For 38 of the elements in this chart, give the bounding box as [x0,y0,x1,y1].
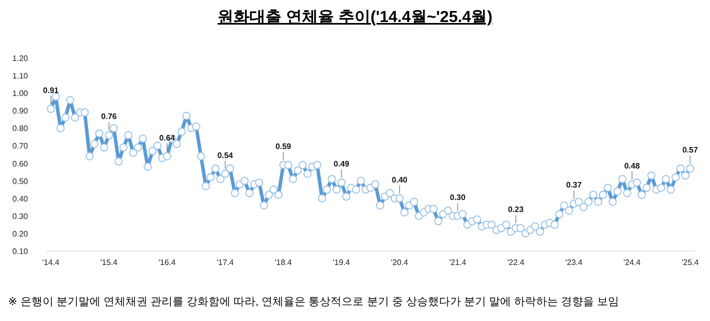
annotation: 0.76 [101,112,118,122]
annotation: 0.64 [159,133,176,142]
y-tick-label: 1.20 [12,54,29,63]
y-tick-label: 0.60 [12,159,29,168]
annotation: 0.40 [392,175,408,184]
x-tick-label: '21.4 [449,258,467,267]
y-tick-label: 0.70 [12,142,29,151]
y-tick-label: 0.20 [12,229,29,238]
y-tick-label: 0.50 [12,176,29,186]
x-tick-label: '19.4 [332,258,351,267]
annotation: 0.23 [508,205,524,214]
x-tick-label: '22.4 [507,258,525,267]
annotation: 0.30 [450,192,466,202]
annotation: 0.59 [276,142,292,152]
y-tick-label: 0.90 [12,106,29,116]
annotation: 0.54 [217,150,234,160]
x-tick-label: '14.4 [42,258,60,267]
x-tick-label: '25.4 [682,258,700,267]
x-tick-label: '15.4 [100,258,118,267]
x-tick-label: '16.4 [158,258,176,267]
y-tick-label: 0.40 [12,194,29,204]
annotation: 0.48 [624,161,640,170]
x-tick-label: '17.4 [216,258,234,267]
y-tick-label: 0.30 [12,212,29,221]
y-tick-label: 0.80 [12,124,29,134]
x-tick-label: '18.4 [274,258,292,267]
chart-title: 원화대출 연체율 추이('14.4월~'25.4월) [218,9,492,26]
text: ※ 은행이 분기말에 연체채권 관리를 강화함에 따라, 연체율은 통상적으로 분기 중 상승했다가 분기 말에 하락하는 경향을 보임 [8,296,620,308]
y-tick-label: 1.00 [12,89,29,98]
annotation: 0.37 [566,180,582,190]
x-tick-label: '23.4 [565,258,584,267]
x-tick-label: '24.4 [623,258,642,267]
annotation: 0.49 [334,160,350,169]
y-tick-label: 0.10 [12,247,29,256]
y-tick-label: 1.10 [12,72,29,81]
x-tick-label: '20.4 [391,258,409,267]
annotation: 0.91 [43,86,60,95]
annotation: 0.57 [682,146,698,155]
